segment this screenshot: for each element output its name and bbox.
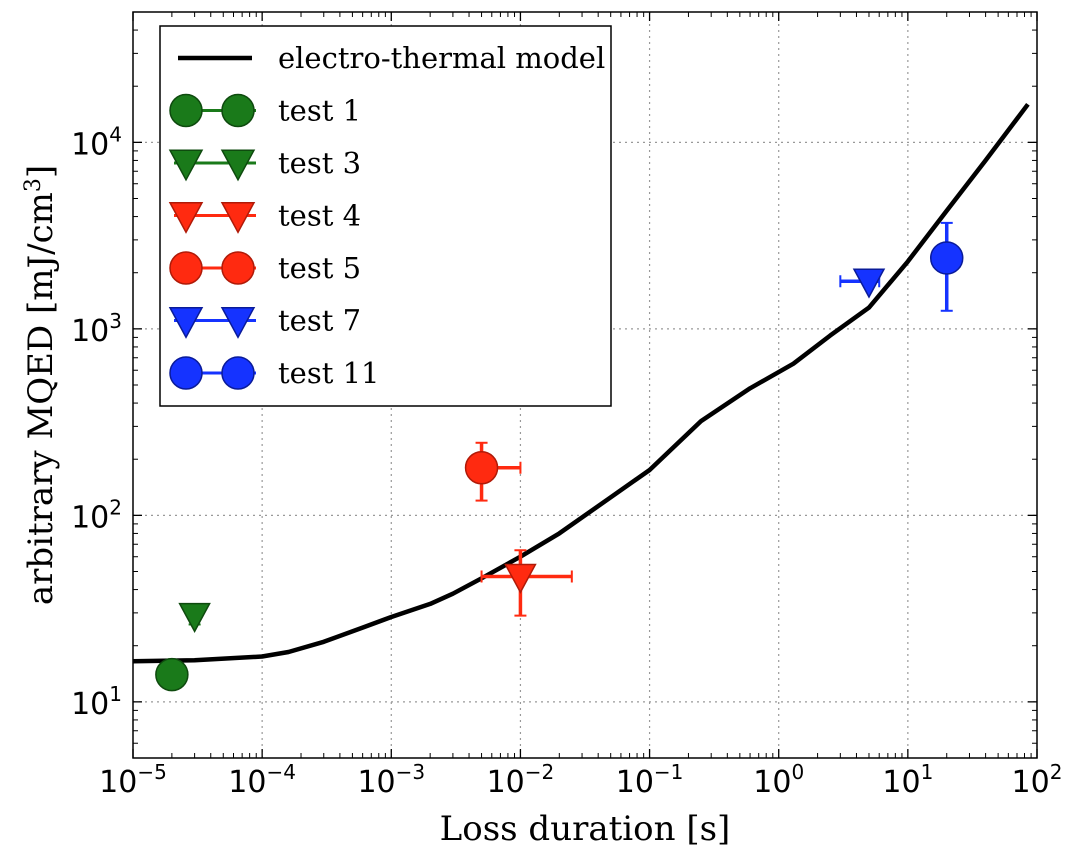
y-axis-title-end: ] bbox=[21, 165, 61, 178]
y-tick-label: 102 bbox=[71, 495, 122, 535]
data-point-test-11 bbox=[929, 241, 964, 275]
series-test-4 bbox=[480, 549, 573, 617]
data-point-test-4 bbox=[504, 563, 537, 594]
series-test-7 bbox=[839, 268, 886, 299]
test-points-layer bbox=[155, 221, 964, 692]
legend: electro-thermal model test 1 test 3 test 4 t… bbox=[159, 25, 612, 407]
legend-marker bbox=[168, 306, 204, 339]
legend-label: test 3 bbox=[278, 146, 361, 180]
legend-entry-test-7: test 7 bbox=[168, 304, 361, 339]
series-test-5 bbox=[464, 441, 522, 502]
data-point-test-5 bbox=[464, 450, 499, 485]
y-tick-labels: 101 102 103 104 bbox=[71, 122, 122, 722]
x-tick-label: 10−1 bbox=[616, 760, 684, 800]
data-point-test-7 bbox=[852, 268, 886, 299]
data-point-test-3 bbox=[178, 602, 211, 633]
series-test-1 bbox=[155, 657, 189, 692]
legend-entry-electro-thermal-model: electro-thermal model bbox=[178, 41, 605, 75]
legend-marker bbox=[169, 356, 203, 390]
legend-entry-test-4: test 4 bbox=[168, 199, 361, 234]
x-axis-title: Loss duration [s] bbox=[440, 809, 731, 847]
x-tick-label: 10−2 bbox=[487, 760, 555, 800]
x-tick-label: 102 bbox=[1012, 760, 1063, 800]
x-tick-label: 101 bbox=[882, 760, 933, 800]
legend-marker bbox=[221, 93, 255, 128]
legend-label: test 7 bbox=[278, 304, 361, 338]
legend-label: test 5 bbox=[278, 251, 361, 285]
legend-marker bbox=[220, 306, 256, 339]
series-test-3 bbox=[178, 602, 211, 633]
ticks bbox=[132, 11, 1038, 759]
legend-marker bbox=[168, 201, 204, 234]
y-axis-title: arbitrary MQED [mJ/cm3] bbox=[21, 165, 62, 605]
x-tick-label: 10−5 bbox=[99, 760, 167, 800]
y-tick-label: 103 bbox=[71, 309, 122, 349]
series-test-11 bbox=[929, 221, 964, 312]
legend-label: electro-thermal model bbox=[278, 41, 605, 75]
legend-entry-test-5: test 5 bbox=[169, 251, 361, 285]
legend-label: test 1 bbox=[278, 94, 361, 128]
legend-entry-test-1: test 1 bbox=[169, 93, 361, 128]
legend-marker bbox=[169, 251, 203, 285]
y-axis-title-main: arbitrary MQED [mJ/cm bbox=[21, 192, 61, 605]
data-point-test-1 bbox=[155, 657, 189, 692]
legend-label: test 11 bbox=[278, 356, 379, 390]
legend-marker bbox=[220, 149, 256, 182]
model-line-layer bbox=[132, 102, 1030, 664]
legend-marker bbox=[221, 251, 255, 285]
x-tick-label: 100 bbox=[753, 760, 804, 800]
legend-label: test 4 bbox=[278, 199, 361, 233]
y-tick-label: 101 bbox=[71, 682, 122, 722]
legend-marker bbox=[169, 93, 203, 128]
y-tick-label: 104 bbox=[71, 122, 122, 162]
legend-marker bbox=[221, 356, 255, 390]
legend-entry-test-3: test 3 bbox=[168, 146, 361, 182]
y-axis-title-sup: 3 bbox=[21, 178, 46, 192]
legend-marker bbox=[168, 149, 204, 182]
x-tick-labels: 10−5 10−4 10−3 10−2 10−1 100 101 102 bbox=[99, 760, 1062, 800]
legend-entry-test-11: test 11 bbox=[169, 356, 379, 390]
x-tick-label: 10−3 bbox=[357, 760, 425, 800]
legend-marker bbox=[220, 201, 256, 234]
electro-thermal-model-line bbox=[132, 102, 1030, 664]
x-tick-label: 10−4 bbox=[228, 760, 296, 800]
